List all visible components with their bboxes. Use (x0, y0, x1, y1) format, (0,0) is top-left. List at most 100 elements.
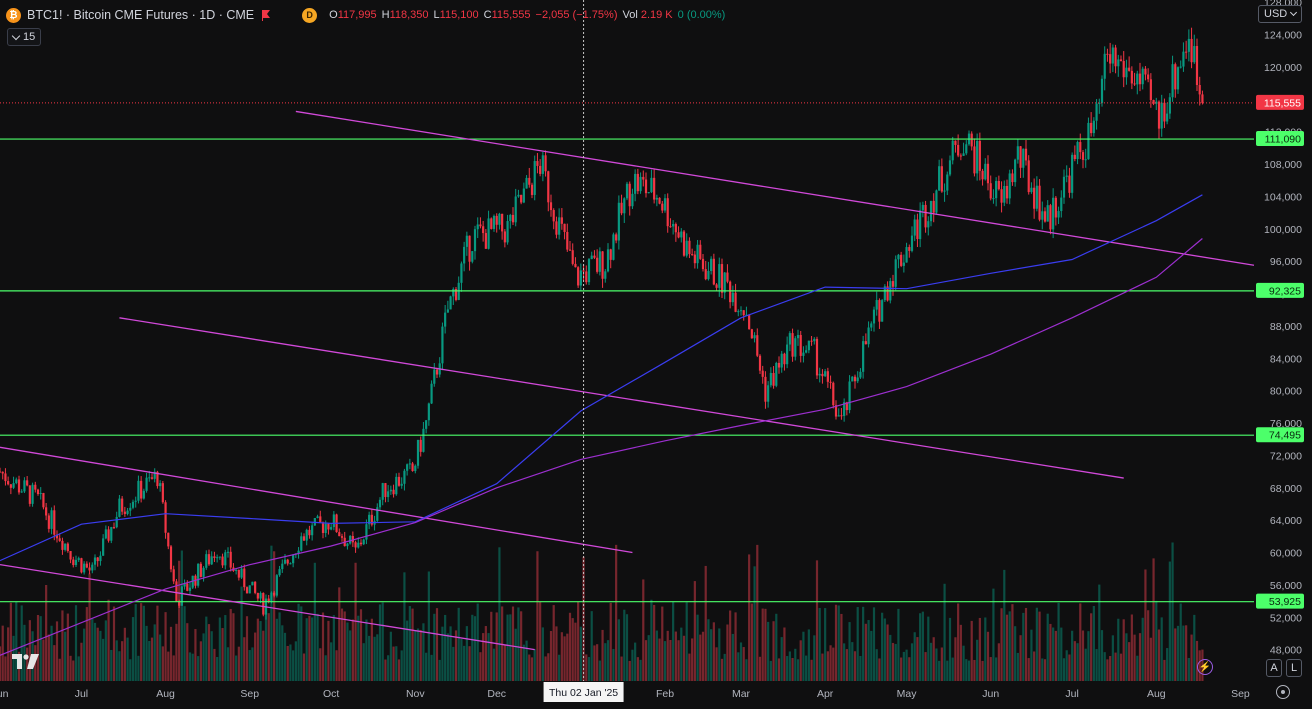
candle-body (1084, 159, 1087, 161)
candle-body (682, 231, 686, 256)
lightning-icon[interactable]: ⚡ (1197, 659, 1213, 675)
volume-bar (463, 645, 466, 681)
volume-bar (55, 621, 59, 681)
candle-body (406, 464, 409, 471)
candle-body (479, 224, 482, 227)
volume-bar (110, 649, 113, 681)
candle-body (582, 270, 585, 272)
volume-bar (891, 642, 895, 681)
candle-body (237, 569, 240, 578)
volume-bar (767, 621, 770, 681)
candle-body (772, 372, 775, 386)
volume-bar (856, 607, 859, 681)
volume-bar (28, 620, 31, 681)
candle-body (15, 479, 18, 484)
delayed-data-badge[interactable]: D (302, 7, 318, 23)
candle-body (886, 286, 889, 301)
candle-body (503, 231, 506, 243)
candle-body (93, 557, 97, 565)
volume-bar (406, 620, 409, 681)
currency-select[interactable]: USD (1258, 5, 1302, 23)
volume-bar (864, 623, 867, 681)
candle-body (47, 515, 50, 529)
volume-bar (639, 659, 642, 681)
candle-body (308, 529, 311, 536)
candle-body (1144, 68, 1147, 75)
volume-bar (650, 599, 653, 681)
candle-body (506, 221, 509, 243)
volume-bar (368, 635, 371, 681)
candle-body (1041, 211, 1044, 220)
candle-body (976, 140, 979, 174)
candle-body (794, 338, 797, 357)
log-scale-button[interactable]: L (1286, 659, 1302, 677)
candle-body (85, 563, 88, 568)
volume-bar (262, 630, 265, 681)
volume-bar (921, 611, 924, 681)
candle-body (919, 210, 922, 240)
volume-bar (1149, 637, 1152, 681)
volume-bar (606, 640, 610, 681)
y-tick-label: 64,000 (1270, 515, 1302, 527)
volume-bar (159, 634, 162, 681)
volume-bar (1073, 641, 1076, 681)
volume-bar (940, 647, 943, 681)
candle-body (959, 155, 962, 157)
candle-body (197, 563, 200, 586)
volume-bar (1087, 631, 1090, 681)
volume-bar (45, 584, 48, 681)
trendline (0, 446, 633, 554)
candle-body (1014, 159, 1017, 183)
candle-body (72, 559, 75, 566)
candle-body (50, 510, 53, 529)
volume-bar (1098, 584, 1101, 681)
symbol-title[interactable]: BTC1! · Bitcoin CME Futures · 1D · CME (27, 8, 255, 22)
candle-body (666, 198, 669, 227)
volume-bar (389, 631, 392, 681)
volume-bar (23, 624, 26, 681)
volume-bar (137, 655, 140, 681)
candle-body (1016, 146, 1019, 160)
candle-body (905, 247, 908, 263)
flag-icon[interactable] (260, 9, 272, 21)
candle-body (210, 556, 213, 565)
candle-body (598, 251, 601, 272)
volume-bar (764, 608, 767, 681)
volume-bar (167, 651, 170, 681)
volume-bar (1106, 659, 1109, 681)
candle-body (118, 498, 121, 517)
volume-bar (528, 654, 531, 681)
candle-body (821, 373, 824, 377)
candle-body (997, 180, 1000, 190)
volume-bar (4, 656, 7, 681)
volume-bar (248, 650, 251, 681)
candle-body (1030, 187, 1033, 193)
volume-bar (226, 647, 230, 681)
auto-scale-button[interactable]: A (1266, 659, 1282, 677)
bitcoin-icon[interactable]: ₿ (6, 7, 21, 23)
tradingview-logo[interactable] (12, 652, 40, 670)
volume-bar (587, 657, 591, 681)
last-price-badge (1256, 94, 1304, 110)
indicator-count: 15 (23, 31, 36, 43)
candle-body (362, 539, 365, 545)
volume-bar (213, 648, 216, 681)
volume-bar (150, 637, 154, 681)
y-tick-label: 76,000 (1270, 418, 1302, 430)
volume-bar (267, 613, 270, 681)
candle-body (720, 264, 724, 293)
candle-body (7, 481, 10, 485)
volume-bar (283, 632, 287, 681)
volume-bar (216, 656, 219, 681)
candle-body (473, 229, 477, 252)
volume-change-value: 0 (0.00%) (677, 9, 726, 21)
candle-body (1185, 51, 1188, 53)
candle-body (756, 335, 759, 356)
candle-body (685, 240, 688, 256)
candle-body (853, 376, 857, 382)
candle-body (134, 500, 137, 502)
indicators-toggle-button[interactable]: 15 (7, 28, 42, 46)
settings-gear-icon[interactable] (1276, 685, 1290, 699)
